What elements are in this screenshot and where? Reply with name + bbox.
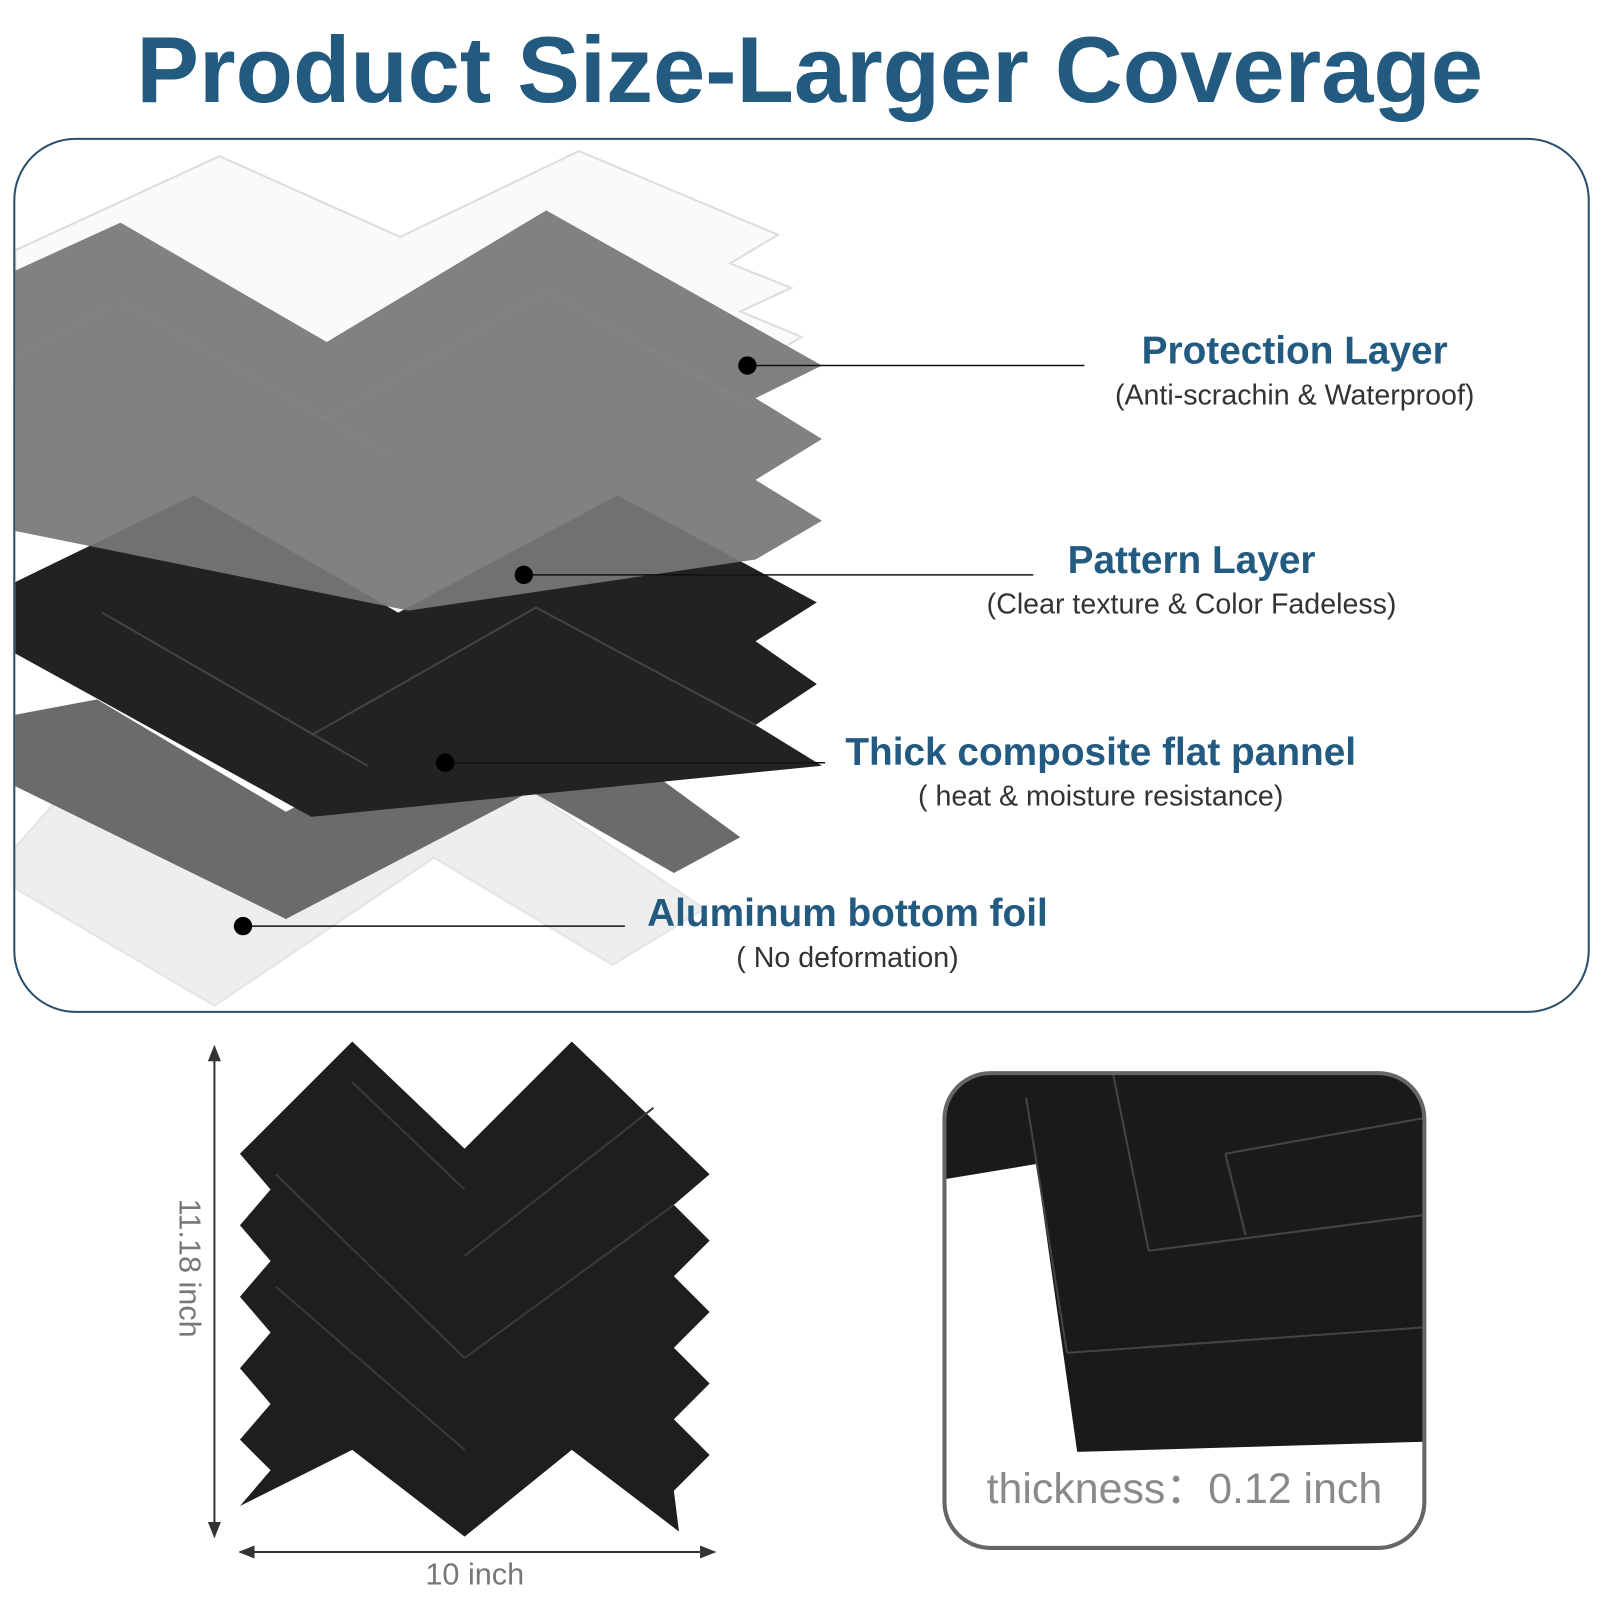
layer-name: Thick composite flat pannel — [845, 731, 1356, 774]
layer-note: (Anti-scrachin & Waterproof) — [1115, 379, 1474, 411]
tile — [239, 1041, 710, 1537]
thickness-detail — [944, 1073, 1425, 1452]
layer-note: ( heat & moisture resistance) — [918, 781, 1283, 813]
layer-name: Pattern Layer — [1068, 539, 1316, 582]
layer-name: Protection Layer — [1142, 329, 1448, 372]
width-label: 10 inch — [425, 1558, 524, 1592]
layer-labels: Protection Layer (Anti-scrachin & Waterpr… — [647, 329, 1474, 973]
tile-seams — [274, 1081, 675, 1451]
title: Product Size-Larger Coverage — [136, 17, 1483, 122]
layers-illustration — [14, 149, 822, 1007]
layer-name: Aluminum bottom foil — [647, 892, 1048, 935]
layer-note: ( No deformation) — [736, 942, 958, 974]
layer-note: (Clear texture & Color Fadeless) — [987, 589, 1397, 621]
height-label: 11.18 inch — [173, 1199, 207, 1338]
thickness-label: thickness：0.12 inch — [987, 1465, 1383, 1513]
